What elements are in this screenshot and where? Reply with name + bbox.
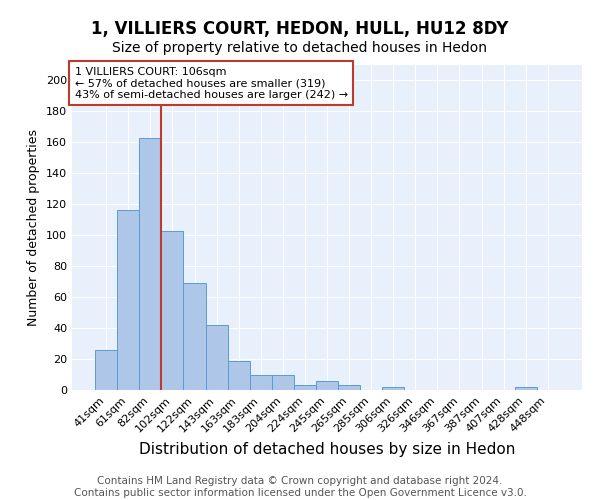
Text: 1 VILLIERS COURT: 106sqm
← 57% of detached houses are smaller (319)
43% of semi-: 1 VILLIERS COURT: 106sqm ← 57% of detach… <box>74 66 347 100</box>
X-axis label: Distribution of detached houses by size in Hedon: Distribution of detached houses by size … <box>139 442 515 457</box>
Text: Size of property relative to detached houses in Hedon: Size of property relative to detached ho… <box>113 41 487 55</box>
Bar <box>515 387 537 390</box>
Bar <box>338 386 360 390</box>
Bar <box>139 138 161 390</box>
Bar <box>117 210 139 390</box>
Bar <box>316 380 338 390</box>
Bar <box>382 387 404 390</box>
Bar <box>184 283 206 390</box>
Text: 1, VILLIERS COURT, HEDON, HULL, HU12 8DY: 1, VILLIERS COURT, HEDON, HULL, HU12 8DY <box>91 20 509 38</box>
Bar <box>250 374 272 390</box>
Bar <box>272 374 294 390</box>
Text: Contains HM Land Registry data © Crown copyright and database right 2024.
Contai: Contains HM Land Registry data © Crown c… <box>74 476 526 498</box>
Bar <box>161 230 184 390</box>
Y-axis label: Number of detached properties: Number of detached properties <box>28 129 40 326</box>
Bar <box>95 350 117 390</box>
Bar <box>206 325 227 390</box>
Bar <box>227 360 250 390</box>
Bar <box>294 386 316 390</box>
